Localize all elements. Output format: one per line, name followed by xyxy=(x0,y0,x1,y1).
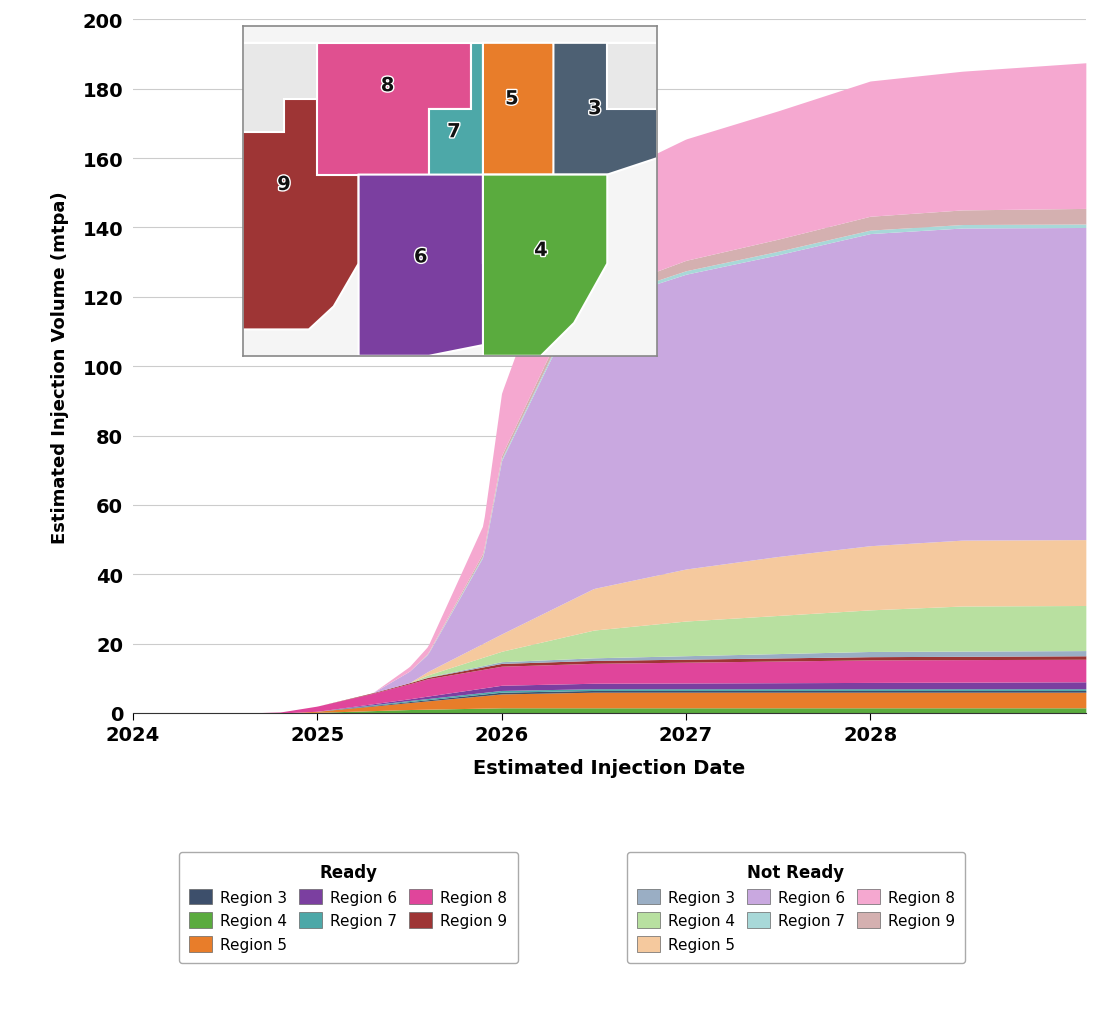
Y-axis label: Estimated Injection Volume (mtpa): Estimated Injection Volume (mtpa) xyxy=(51,191,69,543)
X-axis label: Estimated Injection Date: Estimated Injection Date xyxy=(473,758,746,776)
Legend: Region 3, Region 4, Region 5, Region 6, Region 7, Region 8, Region 9: Region 3, Region 4, Region 5, Region 6, … xyxy=(626,853,965,963)
